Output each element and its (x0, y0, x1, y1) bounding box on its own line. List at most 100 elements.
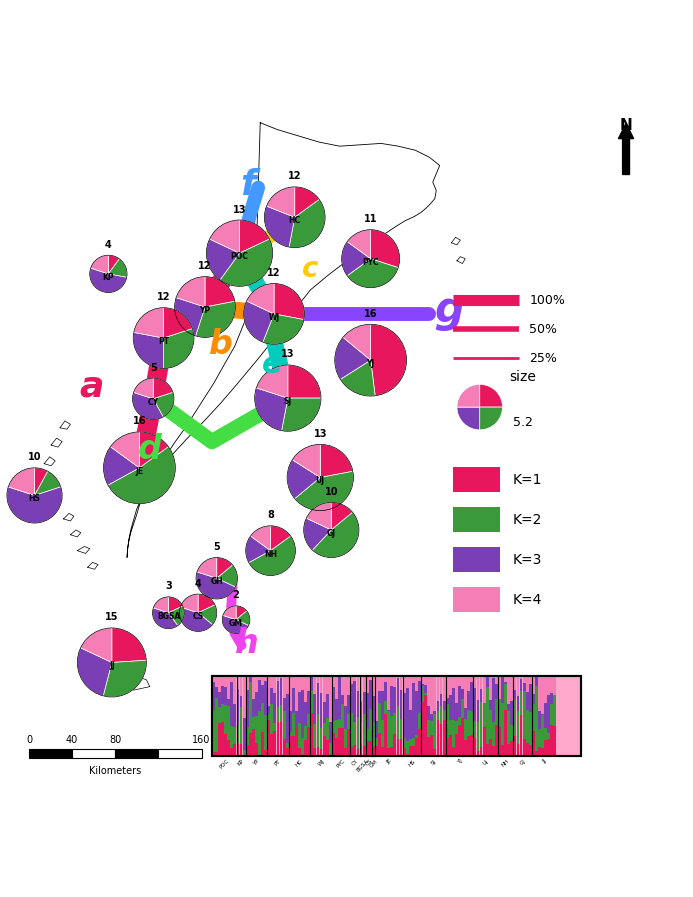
Wedge shape (179, 607, 213, 631)
Wedge shape (480, 384, 502, 407)
Wedge shape (217, 565, 238, 587)
Bar (317, 714, 319, 747)
Bar (501, 745, 504, 755)
Bar (221, 686, 224, 703)
Bar (221, 703, 224, 722)
Bar (449, 735, 452, 755)
Bar (550, 676, 553, 692)
Bar (480, 747, 482, 755)
Bar (261, 685, 264, 703)
Bar (246, 690, 249, 727)
Bar (307, 692, 310, 714)
Text: HS: HS (28, 494, 40, 503)
Text: 5: 5 (150, 362, 157, 372)
Bar (227, 699, 230, 706)
FancyBboxPatch shape (453, 588, 500, 612)
Bar (409, 710, 412, 739)
Bar (72, 749, 115, 758)
Text: GJ: GJ (519, 758, 527, 766)
Bar (384, 714, 387, 755)
Bar (415, 691, 418, 735)
Wedge shape (207, 239, 240, 280)
Bar (511, 676, 514, 701)
Text: YP: YP (252, 758, 261, 767)
Text: KP: KP (237, 758, 245, 767)
Wedge shape (223, 605, 236, 620)
Bar (292, 736, 295, 755)
Text: UJ: UJ (316, 476, 325, 485)
Text: JE: JE (135, 466, 143, 475)
Bar (424, 685, 427, 692)
Bar (212, 710, 215, 752)
Wedge shape (220, 239, 272, 286)
Bar (507, 704, 510, 710)
Bar (437, 676, 439, 701)
Bar (289, 676, 292, 711)
Bar (458, 676, 461, 686)
Bar (286, 693, 288, 743)
Bar (344, 706, 347, 729)
Text: K=1: K=1 (512, 473, 542, 486)
Bar (437, 710, 439, 719)
Text: BGSA: BGSA (157, 612, 180, 621)
Bar (279, 676, 283, 678)
Bar (326, 676, 328, 694)
Text: 5.2: 5.2 (513, 416, 532, 430)
Bar (446, 738, 448, 755)
Wedge shape (222, 615, 249, 633)
Text: 16: 16 (132, 416, 146, 426)
Bar (461, 690, 464, 699)
Bar (390, 717, 393, 747)
Bar (246, 745, 249, 755)
Bar (480, 689, 482, 701)
Wedge shape (480, 407, 502, 430)
Bar (415, 676, 418, 691)
Bar (212, 682, 215, 710)
Bar (412, 746, 414, 755)
Bar (319, 676, 322, 693)
Bar (329, 743, 332, 754)
Bar (313, 724, 316, 747)
Text: K=2: K=2 (512, 512, 541, 527)
Bar (366, 676, 369, 693)
Bar (467, 676, 470, 691)
Bar (390, 747, 393, 755)
Text: NH: NH (264, 550, 277, 559)
Bar (492, 678, 495, 722)
Wedge shape (281, 398, 321, 431)
Bar (270, 676, 273, 688)
Bar (225, 705, 227, 735)
Bar (390, 686, 393, 717)
Bar (298, 748, 301, 755)
Text: 100%: 100% (529, 293, 565, 307)
Bar (409, 739, 412, 745)
Bar (279, 678, 283, 705)
Bar (230, 682, 234, 726)
Bar (541, 714, 544, 715)
Wedge shape (256, 365, 288, 398)
Bar (258, 711, 261, 754)
Bar (249, 734, 252, 755)
Bar (329, 722, 332, 743)
Wedge shape (112, 628, 146, 663)
Wedge shape (457, 407, 480, 430)
Bar (409, 676, 412, 710)
Wedge shape (264, 206, 295, 247)
Bar (243, 676, 245, 718)
Bar (372, 676, 375, 696)
Bar (390, 676, 393, 686)
Bar (317, 684, 319, 714)
Bar (261, 676, 264, 685)
Bar (415, 735, 418, 738)
Bar (252, 717, 255, 728)
Bar (505, 676, 507, 682)
Bar (433, 714, 437, 749)
Bar (394, 713, 396, 734)
Wedge shape (110, 432, 139, 468)
Bar (326, 740, 328, 755)
Text: UJ: UJ (482, 758, 489, 766)
Bar (362, 676, 365, 692)
Bar (473, 676, 476, 688)
Bar (310, 677, 313, 690)
Bar (218, 692, 221, 707)
